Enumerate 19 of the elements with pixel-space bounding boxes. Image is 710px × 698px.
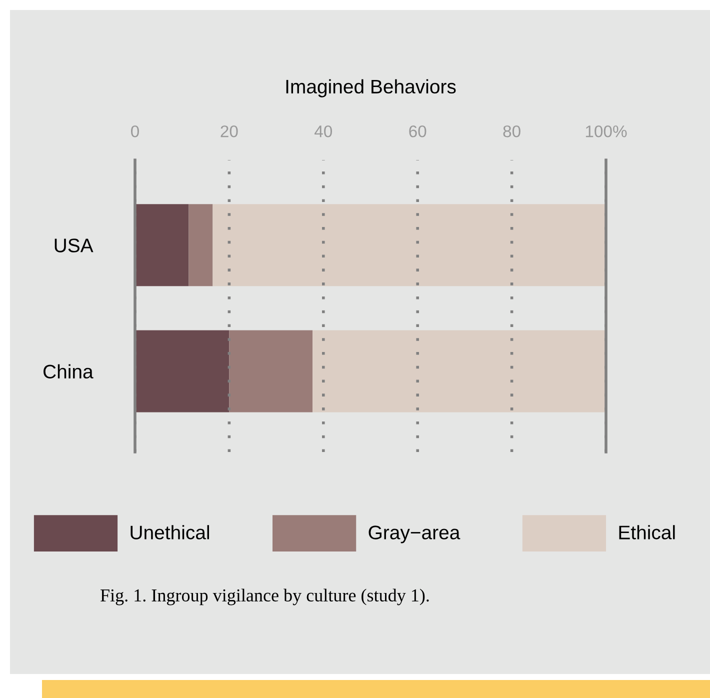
bar [188, 204, 213, 286]
y-tick-label: China [44, 364, 94, 379]
x-tick-label: 40 [314, 125, 332, 138]
x-tick-label: 0 [131, 125, 139, 138]
x-tick-label: 80 [503, 125, 520, 138]
bar [135, 330, 230, 412]
legend-label: Ethical [619, 525, 675, 540]
bar [312, 330, 606, 412]
bar [212, 204, 606, 286]
legend-label: Gray−area [368, 526, 460, 544]
caption: Fig. 1. Ingroup vigilance by culture (study 1). [100, 588, 429, 606]
bar [135, 204, 189, 286]
x-tick-label: 60 [409, 125, 426, 138]
bar [229, 330, 313, 412]
legend-label: Unethical [130, 525, 209, 540]
x-tick-label: 100% [586, 125, 627, 138]
chart-title: Imagined Behaviors [286, 79, 456, 98]
y-tick-label: USA [54, 238, 94, 252]
x-tick-label: 20 [220, 125, 238, 138]
